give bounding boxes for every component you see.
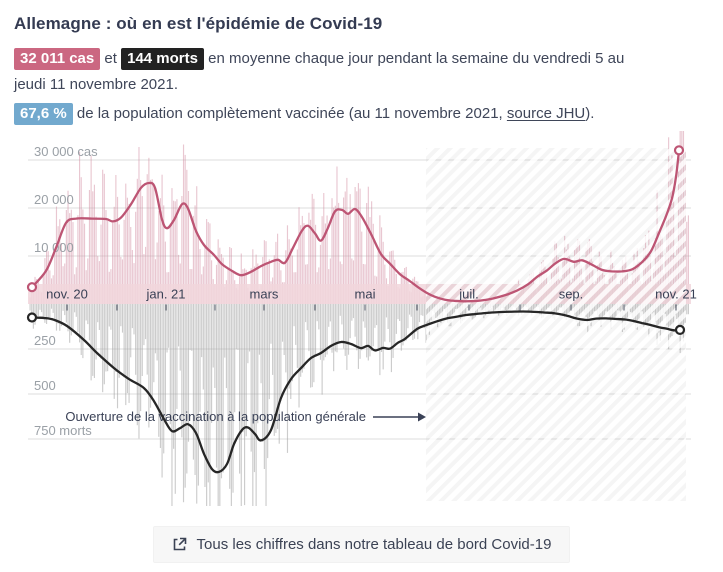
cases-average-line [30, 149, 681, 303]
svg-text:250: 250 [34, 333, 56, 348]
x-axis-labels: nov. 20 jan. 21 mars mai juil. sep. nov. 21 [46, 287, 697, 302]
svg-text:20 000: 20 000 [34, 192, 74, 207]
page-title: Allemagne : où en est l'épidémie de Covi… [14, 14, 383, 33]
svg-text:jan. 21: jan. 21 [145, 287, 185, 302]
endpoint-marker [26, 312, 38, 323]
stats-line-1: 32 011 cas et 144 morts en moyenne chaqu… [14, 46, 632, 98]
svg-text:750 morts: 750 morts [34, 423, 92, 438]
svg-text:500: 500 [34, 378, 56, 393]
stats-line-2-closing: ). [585, 105, 595, 122]
svg-text:Ouverture de la vaccination à: Ouverture de la vaccination à la populat… [65, 409, 366, 424]
endpoint-marker [26, 282, 38, 293]
joiner-text: et [104, 50, 117, 67]
vaccination-annotation: Ouverture de la vaccination à la populat… [65, 409, 426, 424]
hatch-region [426, 148, 686, 501]
deaths-badge: 144 morts [121, 48, 204, 70]
vaccinated-badge: 67,6 % [14, 103, 73, 125]
svg-text:30 000 cas: 30 000 cas [34, 144, 98, 159]
dashboard-link-button[interactable]: Tous les chiffres dans notre tableau de … [152, 526, 571, 563]
svg-text:juil.: juil. [458, 287, 479, 302]
svg-text:mai: mai [355, 287, 376, 302]
stats-line-1-text: en moyenne chaque jour pendant la semain… [14, 50, 625, 93]
svg-text:nov. 20: nov. 20 [46, 287, 88, 302]
stats-line-2: 67,6 % de la population complètement vac… [14, 101, 632, 127]
svg-text:sep.: sep. [559, 287, 584, 302]
endpoint-marker [673, 145, 685, 156]
dashboard-button-label: Tous les chiffres dans notre tableau de … [196, 536, 552, 553]
svg-text:nov. 21: nov. 21 [655, 287, 697, 302]
cases-badge: 32 011 cas [14, 48, 101, 70]
external-link-icon [173, 537, 186, 551]
x-axis-ticks [66, 304, 677, 311]
source-jhu-link[interactable]: source JHU [506, 105, 586, 122]
stats-line-2-text: de la population complètement vaccinée (… [76, 105, 503, 122]
arrow-head [418, 412, 426, 422]
summary-block: 32 011 cas et 144 morts en moyenne chaqu… [14, 46, 632, 127]
deaths-average-line [30, 310, 682, 474]
covid-dual-chart: nov. 20 jan. 21 mars mai juil. sep. nov. 21 10 … [26, 131, 697, 506]
dashboard-button-row: Tous les chiffres dans notre tableau de … [14, 526, 709, 563]
svg-text:mars: mars [250, 287, 279, 302]
endpoint-marker [674, 324, 686, 335]
y-axis-labels: 10 000 20 000 30 000 cas 250 500 750 morts [34, 144, 98, 438]
svg-text:10 000: 10 000 [34, 240, 74, 255]
